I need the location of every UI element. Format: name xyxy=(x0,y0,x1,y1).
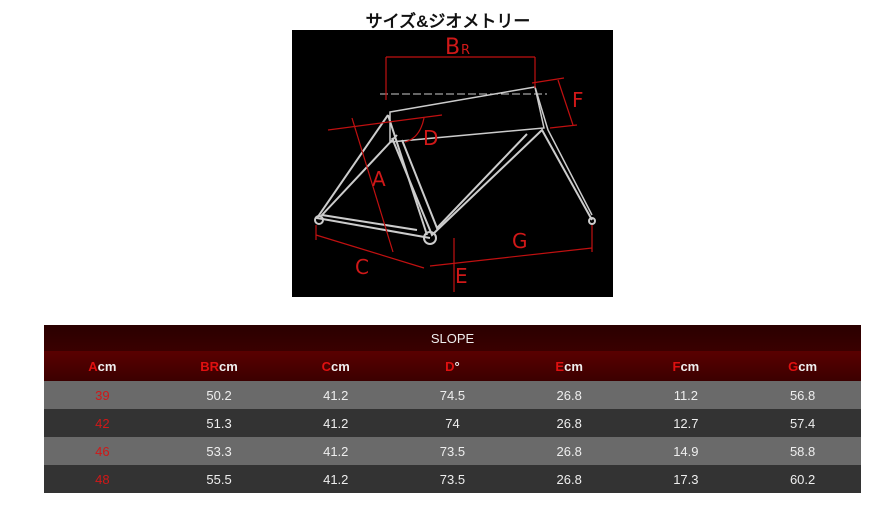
table-cell: 14.9 xyxy=(627,437,745,465)
header-key: E xyxy=(555,358,565,374)
header-unit: cm xyxy=(331,358,350,374)
table-cell: 26.8 xyxy=(510,409,628,437)
header-unit: cm xyxy=(798,358,818,374)
header-key: A xyxy=(88,358,98,374)
header-key: F xyxy=(672,358,681,374)
size-cell: 39 xyxy=(44,381,161,409)
table-cell: 74 xyxy=(394,409,511,437)
label-a: A xyxy=(372,167,386,191)
table-cell: 41.2 xyxy=(277,381,395,409)
table-cell: 50.2 xyxy=(160,381,278,409)
table-row: 39 50.2 41.2 74.5 26.8 11.2 56.8 xyxy=(44,381,861,409)
table-cell: 41.2 xyxy=(277,465,395,493)
table-cell: 73.5 xyxy=(394,465,511,493)
column-header: Gcm xyxy=(744,351,861,381)
table-title: SLOPE xyxy=(44,325,861,351)
table-cell: 56.8 xyxy=(744,381,861,409)
table-cell: 74.5 xyxy=(394,381,511,409)
table-cell: 51.3 xyxy=(160,409,278,437)
label-g: G xyxy=(512,229,528,253)
table-header-row: Acm BRcm Ccm D° Ecm Fcm Gcm xyxy=(44,351,861,381)
header-unit: cm xyxy=(97,358,117,374)
table-cell: 26.8 xyxy=(510,437,628,465)
table-cell: 53.3 xyxy=(160,437,278,465)
header-unit: ° xyxy=(454,358,460,374)
header-unit: cm xyxy=(219,358,238,374)
header-unit: cm xyxy=(564,358,583,374)
size-cell: 46 xyxy=(44,437,161,465)
bike-frame xyxy=(314,86,596,245)
dimension-lines xyxy=(315,56,593,292)
header-key: G xyxy=(788,358,799,374)
geometry-table: SLOPE Acm BRcm Ccm D° Ecm Fcm Gcm 39 50.2 41.2 74… xyxy=(44,325,861,493)
table-cell: 60.2 xyxy=(744,465,861,493)
table-cell: 41.2 xyxy=(277,437,395,465)
table-cell: 55.5 xyxy=(160,465,278,493)
header-key: D xyxy=(445,358,455,374)
header-unit: cm xyxy=(680,358,700,374)
table-cell: 41.2 xyxy=(277,409,395,437)
table-cell: 11.2 xyxy=(627,381,745,409)
table-cell: 17.3 xyxy=(627,465,745,493)
table-row: 42 51.3 41.2 74 26.8 12.7 57.4 xyxy=(44,409,861,437)
column-header: Ccm xyxy=(277,351,395,381)
page-title: サイズ&ジオメトリー xyxy=(365,12,531,31)
size-cell: 42 xyxy=(44,409,161,437)
table-cell: 73.5 xyxy=(394,437,511,465)
table-cell: 26.8 xyxy=(510,465,628,493)
frame-geometry-diagram: B R A C D E F G xyxy=(292,30,613,297)
table-cell: 12.7 xyxy=(627,409,745,437)
header-key: C xyxy=(321,358,332,374)
table-cell: 26.8 xyxy=(510,381,628,409)
label-r: R xyxy=(461,43,470,58)
table-row: 48 55.5 41.2 73.5 26.8 17.3 60.2 xyxy=(44,465,861,493)
label-f: F xyxy=(572,88,584,112)
column-header: Acm xyxy=(44,351,161,381)
label-c: C xyxy=(355,255,369,279)
column-header: Ecm xyxy=(510,351,628,381)
label-b: B xyxy=(445,35,460,60)
size-cell: 48 xyxy=(44,465,161,493)
table-cell: 58.8 xyxy=(744,437,861,465)
label-e: E xyxy=(455,264,468,288)
label-d: D xyxy=(423,126,438,150)
column-header: D° xyxy=(394,351,511,381)
table-cell: 57.4 xyxy=(744,409,861,437)
column-header: Fcm xyxy=(627,351,745,381)
table-row: 46 53.3 41.2 73.5 26.8 14.9 58.8 xyxy=(44,437,861,465)
header-key: BR xyxy=(200,358,220,374)
column-header: BRcm xyxy=(160,351,278,381)
